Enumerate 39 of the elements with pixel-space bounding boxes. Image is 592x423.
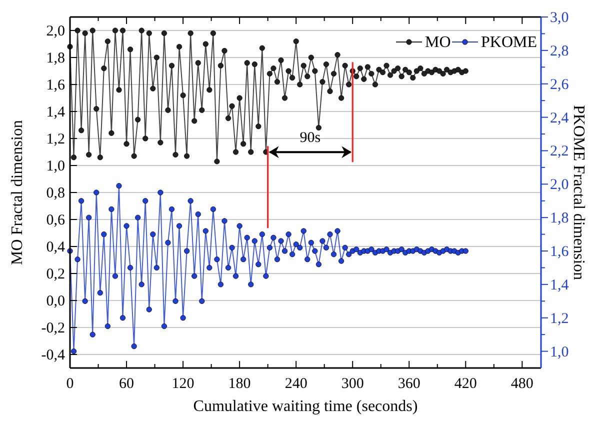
y-axis-title: MO Fractal dimension [9, 120, 26, 265]
x-tick-label: 300 [341, 376, 364, 392]
x-tick-label: 60 [119, 376, 134, 392]
y2-tick-label: 2,6 [550, 76, 570, 93]
y2-axis-title: PKOME Fractal dimension [570, 104, 587, 280]
y2-tick-label: 1,2 [550, 310, 569, 327]
y-tick-label: 0,0 [46, 294, 65, 310]
x-tick-label: 180 [228, 376, 251, 392]
y2-tick-label: 1,0 [550, 344, 569, 360]
x-tick-label: 420 [454, 376, 477, 392]
y-tick-label: 1,6 [46, 78, 66, 94]
x-tick-label: 360 [398, 376, 420, 392]
y-tick-label: 1,0 [46, 158, 65, 174]
x-tick-label: 480 [510, 376, 534, 392]
legend-label: MO [425, 34, 451, 51]
y-tick-label: 0,6 [46, 212, 66, 228]
legend-label: PKOME [481, 34, 538, 51]
x-tick-label: 240 [284, 376, 308, 392]
y2-tick-label: 1,4 [550, 277, 570, 294]
y-tick-label: -0,4 [41, 348, 66, 364]
y-tick-label: 0,2 [46, 266, 65, 282]
y-tick-label: 1,8 [46, 50, 65, 66]
y2-tick-label: 1,6 [550, 244, 570, 260]
y2-tick-label: 3,0 [550, 10, 569, 26]
y2-tick-label: 2,4 [550, 110, 570, 126]
x-tick-label: 0 [66, 376, 74, 392]
x-axis-title: Cumulative waiting time (seconds) [193, 398, 418, 415]
y-tick-label: 2,0 [46, 24, 65, 40]
y2-tick-label: 2,0 [550, 177, 569, 194]
y-tick-label: 0,4 [46, 240, 66, 256]
x-tick-label: 120 [172, 376, 194, 392]
y-tick-label: 0,8 [46, 186, 65, 202]
y-tick-label: 1,4 [46, 104, 66, 120]
y2-tick-label: 2,8 [550, 43, 569, 60]
y-tick-label: 1,2 [46, 132, 65, 148]
y-tick-label: -0,2 [41, 320, 65, 336]
y2-tick-label: 2,2 [550, 144, 569, 160]
y2-tick-label: 1,8 [550, 210, 569, 227]
annotation: 90s [300, 130, 321, 146]
